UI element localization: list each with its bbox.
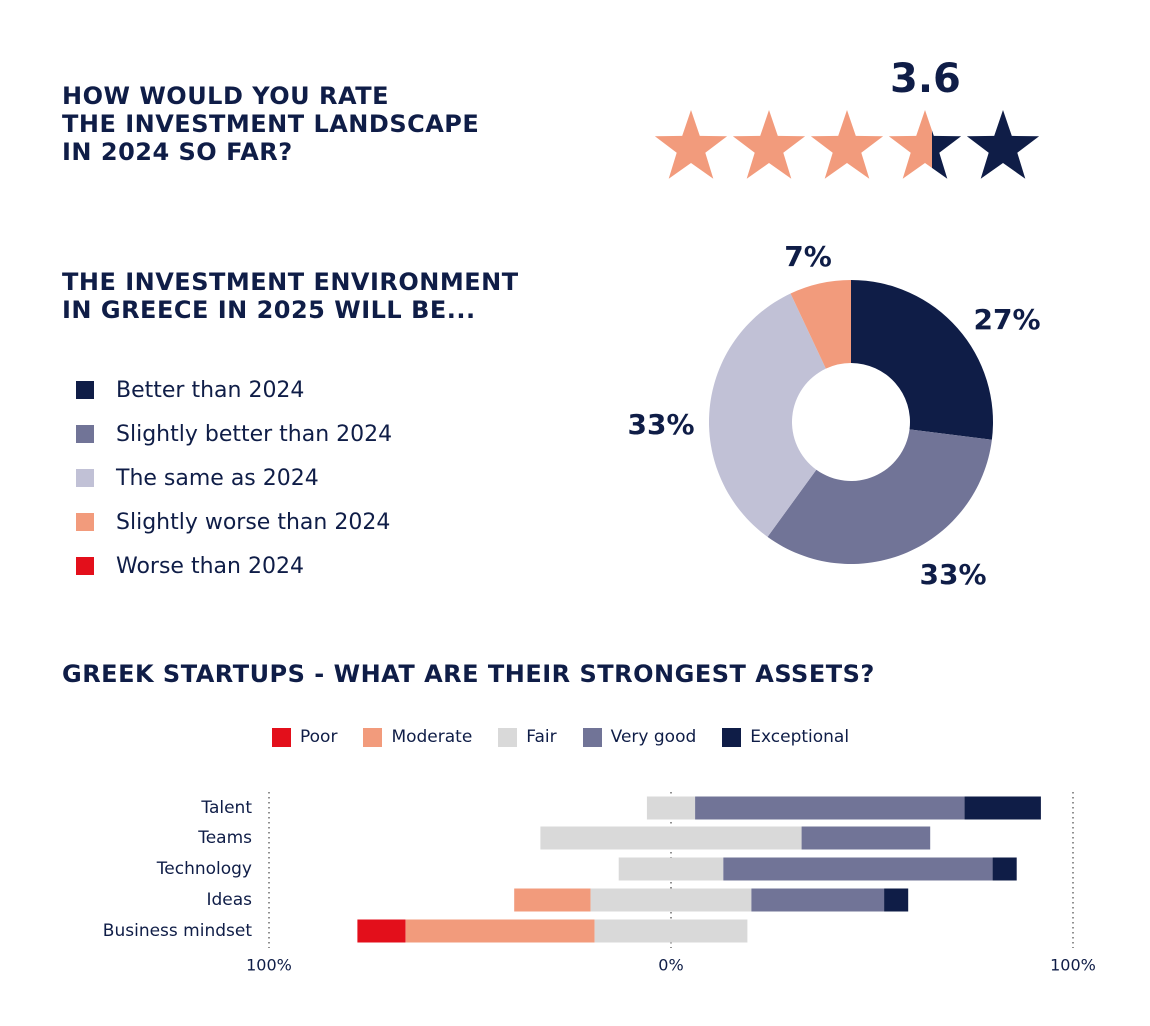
legend-label: Fair bbox=[526, 727, 557, 747]
legend-swatch bbox=[76, 513, 94, 531]
legend-item-fair: Fair bbox=[498, 727, 557, 747]
category-label: Technology bbox=[156, 859, 252, 879]
category-label: Ideas bbox=[206, 890, 252, 910]
donut-slice bbox=[708, 293, 826, 537]
legend-item-slightly-worse: Slightly worse than 2024 bbox=[76, 500, 392, 544]
x-tick-label: 100% bbox=[246, 956, 292, 975]
bar-segment bbox=[540, 826, 802, 850]
donut-data-label: 33% bbox=[627, 408, 694, 441]
bar-segment bbox=[594, 919, 748, 943]
donut-data-label: 7% bbox=[784, 240, 832, 273]
donut-data-label: 33% bbox=[919, 558, 986, 591]
bar-segment bbox=[357, 919, 406, 943]
legend-item-better: Better than 2024 bbox=[76, 368, 392, 412]
assets-question-heading: GREEK STARTUPS - WHAT ARE THEIR STRONGES… bbox=[62, 660, 875, 688]
bar-segment bbox=[751, 888, 885, 912]
legend-label: Very good bbox=[610, 727, 697, 747]
bar-segment bbox=[618, 857, 724, 881]
bar-segment bbox=[992, 857, 1017, 881]
donut-slice bbox=[851, 280, 994, 440]
legend-swatch bbox=[76, 425, 94, 443]
legend-swatch bbox=[272, 727, 291, 747]
star-icon bbox=[810, 110, 884, 179]
legend-label: Better than 2024 bbox=[116, 377, 305, 403]
legend-label: Worse than 2024 bbox=[116, 553, 304, 579]
environment-legend: Better than 2024 Slightly better than 20… bbox=[76, 368, 392, 588]
rating-question-heading: HOW WOULD YOU RATE THE INVESTMENT LANDSC… bbox=[62, 82, 480, 166]
legend-swatch bbox=[498, 727, 518, 747]
category-label: Teams bbox=[197, 828, 252, 848]
legend-item-worse: Worse than 2024 bbox=[76, 544, 392, 588]
bar-segment bbox=[723, 857, 993, 881]
legend-item-slightly-better: Slightly better than 2024 bbox=[76, 412, 392, 456]
legend-item-very-good: Very good bbox=[582, 727, 697, 747]
star-icon bbox=[966, 110, 1040, 179]
legend-swatch bbox=[76, 469, 94, 487]
star-icon bbox=[888, 110, 962, 179]
legend-label: Slightly better than 2024 bbox=[116, 421, 393, 447]
legend-swatch bbox=[76, 557, 94, 575]
x-tick-label: 100% bbox=[1050, 956, 1096, 975]
legend-item-moderate: Moderate bbox=[363, 727, 472, 747]
category-label: Talent bbox=[200, 798, 252, 818]
bar-segment bbox=[405, 919, 595, 943]
bar-segment bbox=[646, 796, 696, 820]
x-tick-label: 0% bbox=[658, 956, 683, 975]
legend-label: The same as 2024 bbox=[116, 465, 319, 491]
legend-item-poor: Poor bbox=[272, 727, 337, 747]
star-icon bbox=[732, 110, 806, 179]
legend-swatch bbox=[363, 727, 383, 747]
legend-label: Moderate bbox=[391, 727, 473, 747]
donut-data-label: 27% bbox=[973, 303, 1040, 336]
donut-slice bbox=[767, 429, 992, 565]
legend-item-same: The same as 2024 bbox=[76, 456, 392, 500]
assets-legend: Poor Moderate Fair Very good Exceptional bbox=[272, 727, 875, 747]
category-label: Business mindset bbox=[103, 921, 253, 941]
legend-swatch bbox=[722, 727, 742, 747]
bar-segment bbox=[590, 888, 752, 912]
legend-label: Slightly worse than 2024 bbox=[116, 509, 391, 535]
environment-question-heading: THE INVESTMENT ENVIRONMENT IN GREECE IN … bbox=[62, 268, 519, 324]
bar-segment bbox=[514, 888, 591, 912]
bar-segment bbox=[884, 888, 909, 912]
rating-value: 3.6 bbox=[890, 56, 961, 102]
bar-segment bbox=[801, 826, 931, 850]
legend-label: Poor bbox=[300, 727, 338, 747]
star-icon bbox=[654, 110, 728, 179]
legend-label: Exceptional bbox=[750, 727, 850, 747]
bar-segment bbox=[964, 796, 1041, 820]
donut-slice bbox=[790, 280, 851, 369]
legend-swatch bbox=[582, 727, 602, 747]
legend-swatch bbox=[76, 381, 94, 399]
legend-item-exceptional: Exceptional bbox=[722, 727, 849, 747]
bar-segment bbox=[695, 796, 965, 820]
